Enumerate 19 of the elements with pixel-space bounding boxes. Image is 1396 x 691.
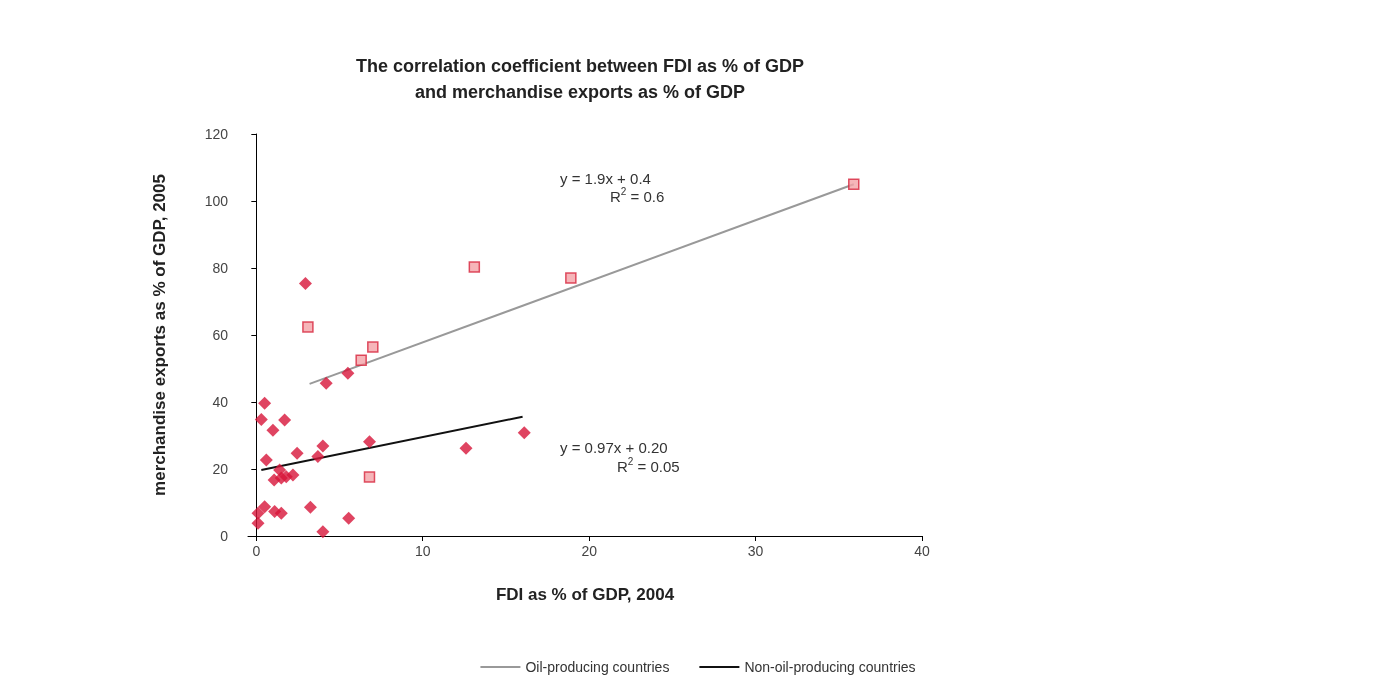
y-tick-label: 60 bbox=[212, 327, 229, 343]
legend-label: Non-oil-producing countries bbox=[744, 659, 916, 675]
x-tick-label: 40 bbox=[914, 543, 930, 559]
y-axis-title: merchandise exports as % of GDP, 2005 bbox=[150, 174, 169, 496]
y-tick-label: 40 bbox=[212, 394, 229, 410]
y-tick-label: 20 bbox=[212, 461, 229, 477]
x-axis-title: FDI as % of GDP, 2004 bbox=[495, 585, 675, 604]
chart-title: The correlation coefficient between FDI as % of GDP and merchandise exports as % of GDP bbox=[355, 56, 805, 102]
annotation: y = 1.9x + 0.4 bbox=[560, 169, 651, 187]
y-tick-label: 80 bbox=[212, 260, 229, 276]
y-tick-label: 0 bbox=[220, 528, 229, 544]
annotation: y = 0.97x + 0.20 bbox=[560, 438, 668, 456]
y-tick-label: 100 bbox=[204, 193, 229, 209]
x-tick-label: 10 bbox=[414, 543, 431, 559]
x-tick-label: 30 bbox=[747, 543, 764, 559]
y-tick-label: 120 bbox=[204, 126, 229, 142]
legend-label: Oil-producing countries bbox=[525, 659, 670, 675]
x-tick-label: 0 bbox=[252, 543, 261, 559]
x-tick-label: 20 bbox=[581, 543, 598, 559]
